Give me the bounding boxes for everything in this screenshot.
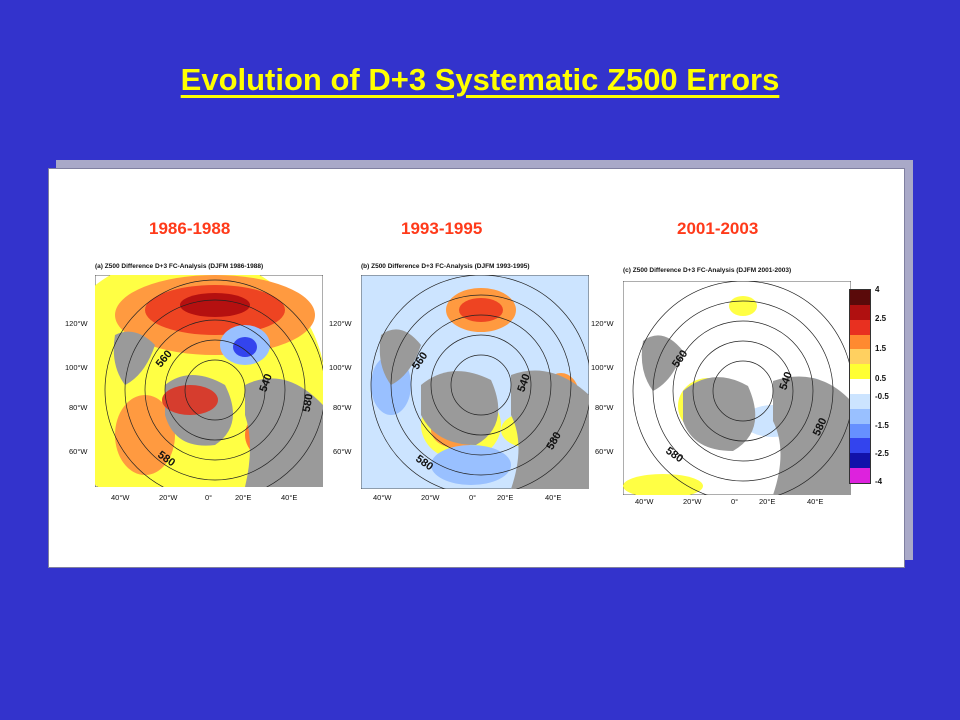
colorbar-swatches xyxy=(849,289,871,484)
map-b: (b) Z500 Difference D+3 FC-Analysis (DJF… xyxy=(325,259,595,511)
lat-label: 100°W xyxy=(65,363,88,372)
colorbar: 4 2.5 1.5 0.5 -0.5 -1.5 -2.5 -4 xyxy=(849,285,899,489)
lon-label: 0° xyxy=(469,493,477,502)
lon-label: 0° xyxy=(731,497,739,506)
colorbar-swatch xyxy=(850,468,870,484)
colorbar-label: 2.5 xyxy=(875,314,887,323)
map-title: (b) Z500 Difference D+3 FC-Analysis (DJF… xyxy=(361,263,530,270)
lon-label: 20°E xyxy=(497,493,514,502)
lat-label: 120°W xyxy=(591,319,614,328)
map-c: (c) Z500 Difference D+3 FC-Analysis (DJF… xyxy=(591,263,861,517)
lat-label: 100°W xyxy=(329,363,352,372)
colorbar-label: 4 xyxy=(875,285,880,294)
lon-label: 40°W xyxy=(373,493,392,502)
colorbar-swatch xyxy=(850,349,870,365)
lon-label: 20°W xyxy=(421,493,440,502)
figure-panel: 1986-1988 1993-1995 2001-2003 (a) Z500 D… xyxy=(48,168,905,568)
lon-label: 20°E xyxy=(235,493,252,502)
lon-label: 0° xyxy=(205,493,213,502)
colorbar-swatch xyxy=(850,290,870,306)
colorbar-label: -0.5 xyxy=(875,392,889,401)
lat-label: 60°W xyxy=(69,447,88,456)
period-label-1: 1986-1988 xyxy=(149,219,231,238)
map-b-plot xyxy=(361,275,589,489)
colorbar-swatch xyxy=(850,304,870,321)
period-label-2: 1993-1995 xyxy=(401,219,483,238)
map-title: (a) Z500 Difference D+3 FC-Analysis (DJF… xyxy=(95,263,264,270)
colorbar-label: -1.5 xyxy=(875,421,889,430)
colorbar-swatch xyxy=(850,453,870,469)
lat-label: 60°W xyxy=(333,447,352,456)
lon-label: 40°W xyxy=(111,493,130,502)
lat-label: 120°W xyxy=(329,319,352,328)
lat-label: 120°W xyxy=(65,319,88,328)
colorbar-label: -2.5 xyxy=(875,449,889,458)
lat-label: 60°W xyxy=(595,447,614,456)
lat-label: 80°W xyxy=(595,403,614,412)
lon-label: 40°W xyxy=(635,497,654,506)
lat-label: 80°W xyxy=(69,403,88,412)
colorbar-label: -4 xyxy=(875,477,883,486)
colorbar-swatch xyxy=(850,408,870,425)
colorbar-swatch xyxy=(850,393,870,410)
map-a-plot xyxy=(95,275,323,487)
colorbar-swatch xyxy=(850,438,870,454)
period-label-3: 2001-2003 xyxy=(677,219,759,238)
colorbar-swatch xyxy=(850,319,870,336)
colorbar-swatch xyxy=(850,364,870,380)
colorbar-label: 0.5 xyxy=(875,374,887,383)
lon-label: 20°W xyxy=(159,493,178,502)
map-c-plot xyxy=(623,281,851,495)
lon-label: 20°W xyxy=(683,497,702,506)
map-title: (c) Z500 Difference D+3 FC-Analysis (DJF… xyxy=(623,267,792,274)
slide-title: Evolution of D+3 Systematic Z500 Errors xyxy=(180,62,780,97)
colorbar-swatch xyxy=(850,423,870,439)
map-a: (a) Z500 Difference D+3 FC-Analysis (DJF… xyxy=(59,257,323,509)
lon-label: 40°E xyxy=(545,493,562,502)
colorbar-label: 1.5 xyxy=(875,344,887,353)
colorbar-swatch xyxy=(850,334,870,350)
lon-label: 40°E xyxy=(281,493,298,502)
lat-label: 80°W xyxy=(333,403,352,412)
lon-label: 20°E xyxy=(759,497,776,506)
lat-label: 100°W xyxy=(591,363,614,372)
colorbar-swatch xyxy=(850,379,870,395)
lon-label: 40°E xyxy=(807,497,824,506)
